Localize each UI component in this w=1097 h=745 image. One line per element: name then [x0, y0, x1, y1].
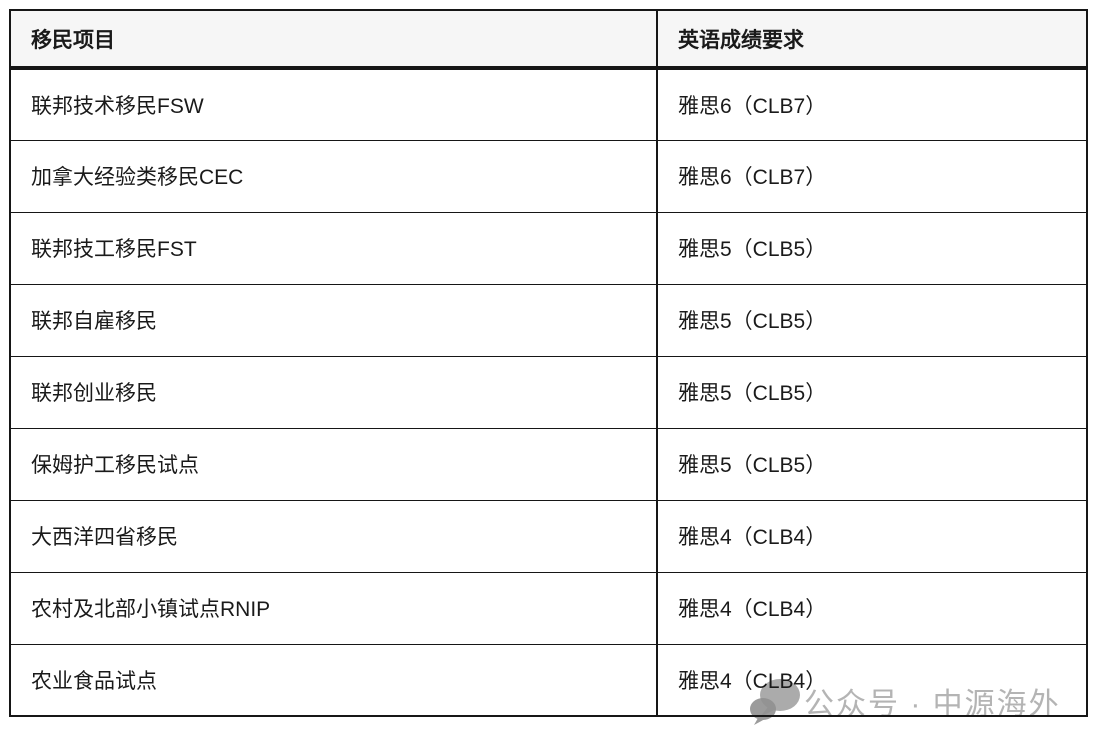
table-row: 农村及北部小镇试点RNIP 雅思4（CLB4）: [10, 572, 1087, 645]
requirement-cell: 雅思4（CLB4）: [656, 644, 1087, 716]
program-cell: 大西洋四省移民: [10, 500, 657, 573]
table-row: 联邦技工移民FST 雅思5（CLB5）: [10, 212, 1087, 285]
program-cell: 联邦自雇移民: [10, 284, 657, 357]
program-cell: 联邦创业移民: [10, 356, 657, 429]
immigration-requirements-table: 移民项目 英语成绩要求 联邦技术移民FSW 雅思6（CLB7） 加拿大经验类移民…: [9, 9, 1088, 717]
requirement-cell: 雅思4（CLB4）: [656, 500, 1087, 573]
table-row: 联邦创业移民 雅思5（CLB5）: [10, 356, 1087, 429]
column-header-program: 移民项目: [10, 10, 657, 70]
requirement-cell: 雅思6（CLB7）: [656, 68, 1087, 141]
table-row: 保姆护工移民试点 雅思5（CLB5）: [10, 428, 1087, 501]
table-row: 联邦技术移民FSW 雅思6（CLB7）: [10, 68, 1087, 141]
program-cell: 联邦技工移民FST: [10, 212, 657, 285]
program-cell: 农村及北部小镇试点RNIP: [10, 572, 657, 645]
table-row: 加拿大经验类移民CEC 雅思6（CLB7）: [10, 140, 1087, 213]
program-cell: 联邦技术移民FSW: [10, 68, 657, 141]
requirement-cell: 雅思5（CLB5）: [656, 212, 1087, 285]
header-row: 移民项目 英语成绩要求: [10, 10, 1087, 70]
requirement-cell: 雅思6（CLB7）: [656, 140, 1087, 213]
requirement-cell: 雅思5（CLB5）: [656, 428, 1087, 501]
table-row: 大西洋四省移民 雅思4（CLB4）: [10, 500, 1087, 573]
table-row: 联邦自雇移民 雅思5（CLB5）: [10, 284, 1087, 357]
table-row: 农业食品试点 雅思4（CLB4）: [10, 644, 1087, 716]
requirement-cell: 雅思5（CLB5）: [656, 284, 1087, 357]
column-header-requirement: 英语成绩要求: [656, 10, 1087, 70]
requirement-cell: 雅思4（CLB4）: [656, 572, 1087, 645]
requirements-table: 移民项目 英语成绩要求 联邦技术移民FSW 雅思6（CLB7） 加拿大经验类移民…: [9, 9, 1088, 717]
requirement-cell: 雅思5（CLB5）: [656, 356, 1087, 429]
program-cell: 加拿大经验类移民CEC: [10, 140, 657, 213]
program-cell: 农业食品试点: [31, 669, 157, 693]
program-cell: 保姆护工移民试点: [10, 428, 657, 501]
